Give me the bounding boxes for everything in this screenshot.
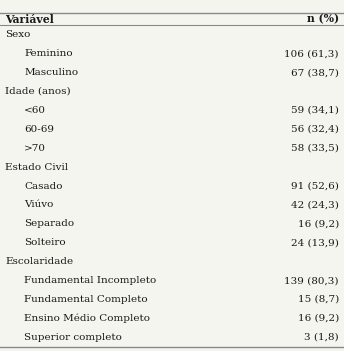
Text: 91 (52,6): 91 (52,6) bbox=[291, 181, 339, 191]
Text: Separado: Separado bbox=[24, 219, 74, 229]
Text: Casado: Casado bbox=[24, 181, 63, 191]
Text: 56 (32,4): 56 (32,4) bbox=[291, 125, 339, 134]
Text: Escolaridade: Escolaridade bbox=[5, 257, 73, 266]
Text: n (%): n (%) bbox=[307, 14, 339, 25]
Text: 16 (9,2): 16 (9,2) bbox=[298, 219, 339, 229]
Text: Superior completo: Superior completo bbox=[24, 333, 122, 342]
Text: Solteiro: Solteiro bbox=[24, 238, 66, 247]
Text: Masculino: Masculino bbox=[24, 68, 78, 77]
Text: 15 (8,7): 15 (8,7) bbox=[298, 295, 339, 304]
Text: 67 (38,7): 67 (38,7) bbox=[291, 68, 339, 77]
Text: Fundamental Completo: Fundamental Completo bbox=[24, 295, 148, 304]
Text: Idade (anos): Idade (anos) bbox=[5, 87, 71, 96]
Text: 60-69: 60-69 bbox=[24, 125, 54, 134]
Text: Estado Civil: Estado Civil bbox=[5, 163, 68, 172]
Text: Viúvo: Viúvo bbox=[24, 200, 53, 210]
Text: Fundamental Incompleto: Fundamental Incompleto bbox=[24, 276, 156, 285]
Text: 59 (34,1): 59 (34,1) bbox=[291, 106, 339, 115]
Text: 106 (61,3): 106 (61,3) bbox=[284, 49, 339, 58]
Text: 3 (1,8): 3 (1,8) bbox=[304, 333, 339, 342]
Text: Feminino: Feminino bbox=[24, 49, 73, 58]
Text: Sexo: Sexo bbox=[5, 30, 31, 39]
Text: Variável: Variável bbox=[5, 14, 54, 25]
Text: <60: <60 bbox=[24, 106, 46, 115]
Text: 16 (9,2): 16 (9,2) bbox=[298, 314, 339, 323]
Text: >70: >70 bbox=[24, 144, 46, 153]
Text: 58 (33,5): 58 (33,5) bbox=[291, 144, 339, 153]
Text: 139 (80,3): 139 (80,3) bbox=[284, 276, 339, 285]
Text: 24 (13,9): 24 (13,9) bbox=[291, 238, 339, 247]
Text: 42 (24,3): 42 (24,3) bbox=[291, 200, 339, 210]
Text: Ensino Médio Completo: Ensino Médio Completo bbox=[24, 314, 150, 323]
